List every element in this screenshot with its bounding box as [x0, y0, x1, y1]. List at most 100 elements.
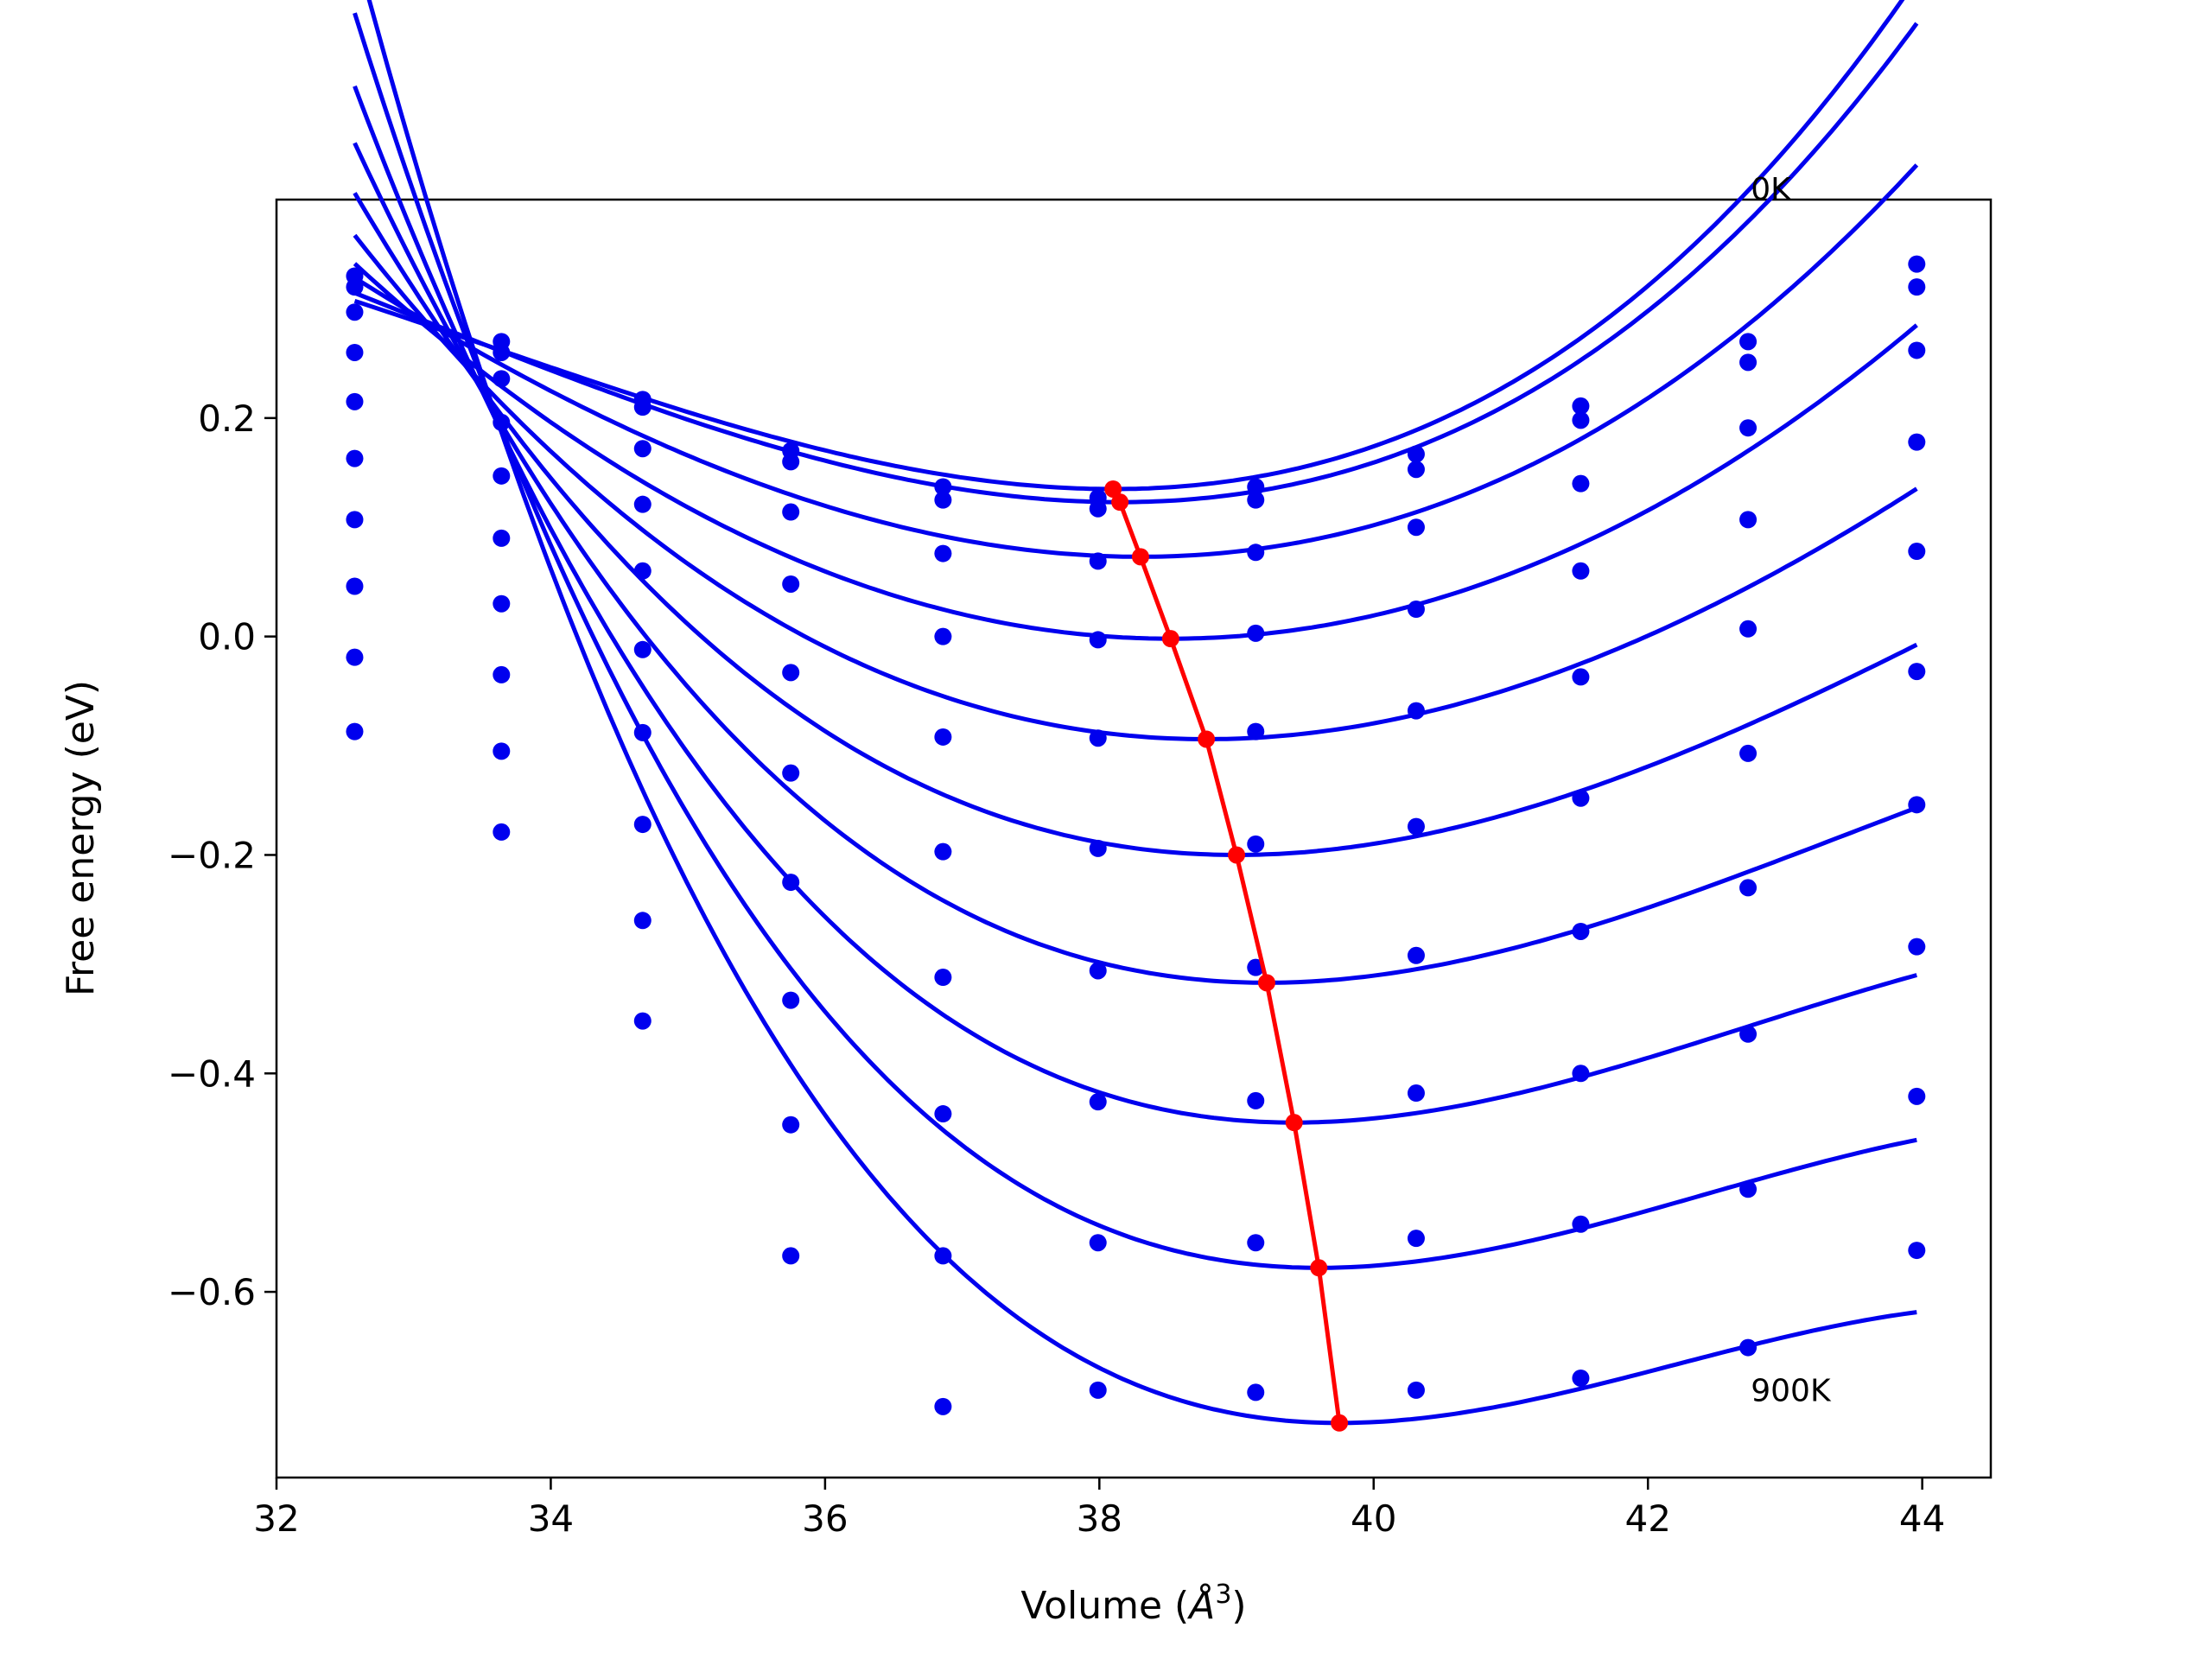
- data-point: [1407, 461, 1425, 479]
- data-point: [1572, 789, 1590, 807]
- data-point: [1407, 1381, 1425, 1399]
- data-point: [1089, 1234, 1107, 1252]
- data-point: [346, 577, 364, 595]
- data-point: [934, 728, 952, 746]
- data-point: [493, 665, 511, 683]
- data-point: [1407, 1230, 1425, 1248]
- data-point: [1247, 835, 1265, 853]
- data-point: [633, 440, 652, 458]
- x-axis: 32 34 36 38 40 42 44: [253, 1478, 1945, 1540]
- data-point: [1089, 839, 1107, 857]
- x-tick-label: 34: [528, 1497, 574, 1540]
- data-point: [1089, 1093, 1107, 1111]
- data-point: [1247, 543, 1265, 562]
- data-point: [1247, 491, 1265, 509]
- data-point: [1739, 353, 1758, 372]
- fit-curve-7: [353, 85, 1917, 1125]
- x-tick-label: 32: [253, 1497, 299, 1540]
- data-point: [782, 453, 800, 471]
- minimum-point: [1285, 1114, 1303, 1132]
- data-point: [1089, 962, 1107, 980]
- data-point: [934, 627, 952, 645]
- data-point: [346, 303, 364, 321]
- data-point: [782, 664, 800, 682]
- data-point: [346, 449, 364, 467]
- data-point: [782, 991, 800, 1009]
- data-point: [1739, 419, 1758, 437]
- minimum-point: [1104, 480, 1122, 498]
- data-point: [1572, 668, 1590, 686]
- data-point: [633, 723, 652, 741]
- fit-curve-2: [353, 163, 1919, 559]
- minimum-point: [1198, 730, 1216, 748]
- data-point: [1247, 1091, 1265, 1109]
- data-point: [1407, 1084, 1425, 1103]
- fit-curve-1: [353, 22, 1919, 505]
- data-point: [346, 278, 364, 296]
- data-point: [633, 398, 652, 416]
- data-point: [346, 511, 364, 529]
- data-point: [934, 1105, 952, 1123]
- fit-curve-3: [353, 262, 1918, 641]
- data-point: [1739, 333, 1758, 351]
- annotation-0K: 0K: [1751, 172, 1792, 207]
- data-point: [633, 912, 652, 930]
- data-point: [934, 478, 952, 496]
- data-point: [633, 562, 652, 580]
- data-point: [1739, 1180, 1758, 1198]
- minima-polyline: [1110, 487, 1342, 1424]
- data-point: [1089, 552, 1107, 570]
- data-point: [782, 503, 800, 521]
- data-point: [493, 823, 511, 841]
- data-point: [1908, 255, 1926, 273]
- y-axis: −0.6 −0.4 −0.2 0.0 0.2: [168, 397, 276, 1313]
- minimum-point: [1161, 630, 1179, 648]
- data-point: [782, 575, 800, 593]
- y-tick-label: 0.0: [198, 616, 256, 658]
- fit-curve-4: [353, 233, 1918, 742]
- fit-curve-9: [366, 0, 1917, 1426]
- data-point: [346, 722, 364, 741]
- x-axis-label: Volume (Å3): [1020, 1580, 1246, 1628]
- data-point: [346, 392, 364, 410]
- data-point: [782, 1116, 800, 1134]
- data-point: [1572, 1215, 1590, 1233]
- y-axis-label: Free energy (eV): [59, 680, 103, 996]
- minimum-point: [1257, 974, 1275, 992]
- data-point: [1908, 1242, 1926, 1260]
- data-point: [1572, 1369, 1590, 1387]
- annotations: 0K 900K: [1751, 172, 1832, 1409]
- data-point: [1407, 946, 1425, 964]
- data-point: [934, 1397, 952, 1415]
- data-point: [493, 413, 511, 431]
- minimum-point: [1111, 493, 1129, 512]
- data-point: [1739, 879, 1758, 897]
- x-tick-label: 36: [802, 1497, 848, 1540]
- data-point: [1247, 1383, 1265, 1402]
- data-point: [493, 594, 511, 613]
- data-point: [1908, 796, 1926, 814]
- data-point: [1739, 744, 1758, 762]
- y-tick-label: −0.4: [168, 1052, 256, 1095]
- data-point: [1572, 922, 1590, 940]
- data-point: [1908, 433, 1926, 451]
- minimum-point: [1228, 846, 1246, 864]
- data-point: [1089, 1381, 1107, 1399]
- fit-curve-6: [353, 142, 1918, 985]
- data-point: [1089, 631, 1107, 649]
- data-point: [1089, 499, 1107, 518]
- data-point: [1739, 1338, 1758, 1357]
- minimum-point: [1310, 1259, 1328, 1277]
- data-point: [1089, 729, 1107, 747]
- data-point: [1739, 620, 1758, 638]
- x-tick-label: 42: [1624, 1497, 1670, 1540]
- data-point: [782, 1247, 800, 1265]
- data-point: [1407, 601, 1425, 619]
- data-point: [1407, 518, 1425, 537]
- data-point: [493, 467, 511, 485]
- data-point: [934, 544, 952, 563]
- data-point: [1908, 341, 1926, 359]
- minima-line: [1104, 480, 1349, 1432]
- data-point: [346, 343, 364, 361]
- data-point: [934, 842, 952, 861]
